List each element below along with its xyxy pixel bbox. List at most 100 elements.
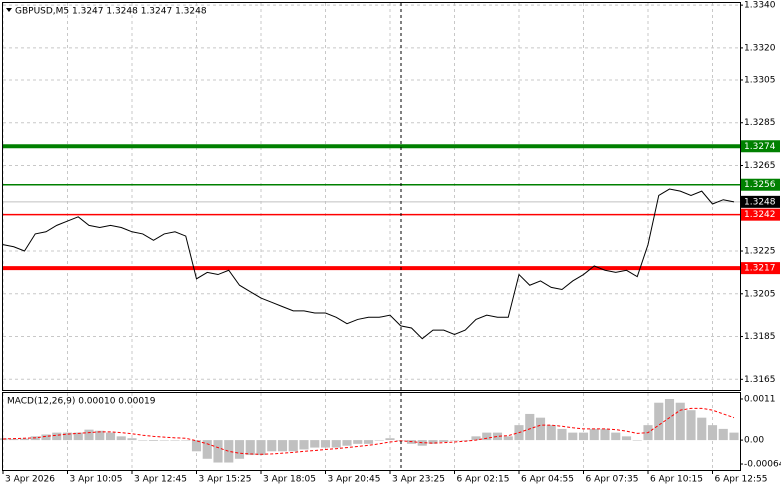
macd-bar (632, 440, 642, 441)
x-tick-label: 3 Apr 20:45 (328, 475, 381, 485)
macd-bar (492, 432, 503, 441)
macd-bar (729, 432, 739, 441)
macd-bar (256, 440, 266, 456)
macd-bar (546, 425, 556, 441)
macd-bar (148, 440, 159, 441)
macd-bar (449, 440, 460, 441)
x-tick-label: 3 Apr 12:45 (134, 475, 187, 485)
level-label: 1.3256 (744, 180, 776, 190)
macd-bar (245, 440, 255, 456)
macd-bar (234, 440, 245, 459)
macd-bar (600, 428, 610, 441)
macd-bar (707, 425, 718, 441)
main-frame (2, 2, 741, 391)
price-line (2, 188, 735, 340)
macd-bar (686, 410, 696, 441)
macd-frame (2, 392, 741, 471)
macd-bar (374, 440, 384, 441)
macd-bar (191, 440, 202, 452)
y-tick-label: 1.3320 (744, 43, 776, 53)
macd-bar (267, 440, 277, 452)
macd-bar (385, 438, 395, 441)
macd-bar (224, 440, 234, 463)
macd-bar (589, 428, 599, 441)
x-tick-label: 6 Apr 07:35 (586, 475, 639, 485)
macd-bar (718, 428, 728, 441)
macd-bar (127, 438, 137, 441)
macd-bar (503, 436, 513, 441)
y-tick-label: 1.3225 (744, 247, 776, 257)
macd-bar (73, 432, 83, 441)
macd-bar (621, 436, 632, 441)
x-tick-label: 3 Apr 2026 (5, 475, 55, 485)
macd-bar (19, 438, 30, 441)
macd-bar (331, 440, 341, 448)
macd-bar (9, 438, 19, 441)
macd-bar (288, 440, 298, 452)
y-tick-label: -0.00064 (744, 460, 781, 470)
macd-bar (138, 440, 148, 441)
macd-bar (568, 432, 578, 441)
level-label: 1.3217 (744, 264, 776, 274)
macd-bar (52, 432, 62, 441)
mark-layer (0, 188, 739, 463)
x-tick-label: 6 Apr 10:15 (650, 475, 703, 485)
macd-bar (310, 440, 320, 448)
macd-bar (353, 440, 363, 444)
macd-bar (363, 440, 374, 444)
macd-bar (482, 432, 492, 441)
level-label: 1.3274 (744, 142, 776, 152)
macd-bar (202, 440, 212, 459)
macd-bar (557, 428, 567, 441)
last-price-box (741, 195, 780, 208)
macd-bar (299, 440, 309, 450)
x-tick-label: 6 Apr 04:55 (521, 475, 574, 485)
y-tick-label: 1.3265 (744, 161, 776, 171)
macd-bar (439, 440, 449, 442)
x-tick-label: 6 Apr 02:15 (457, 475, 510, 485)
y-tick-label: 1.3285 (744, 118, 776, 128)
macd-bar (428, 440, 438, 444)
macd-bar (41, 434, 51, 441)
macd-bar (525, 413, 535, 441)
x-tick-label: 3 Apr 23:25 (392, 475, 445, 485)
macd-bar (116, 436, 126, 441)
macd-bar (213, 440, 223, 463)
macd-bar (460, 440, 470, 441)
macd-bar (277, 440, 288, 452)
x-tick-label: 3 Apr 10:05 (70, 475, 123, 485)
macd-bar (95, 430, 105, 441)
macd-bar (84, 429, 94, 441)
y-tick-label: 1.3165 (744, 375, 776, 385)
level-label: 1.3242 (744, 210, 776, 220)
last-price-label: 1.3248 (744, 197, 776, 207)
macd-bar (159, 440, 169, 441)
macd-bar (664, 398, 675, 441)
macd-bar (471, 436, 481, 441)
macd-bar (675, 402, 685, 441)
y-tick-label: 1.3305 (744, 75, 776, 85)
menu-icon (6, 8, 12, 12)
x-tick-label: 3 Apr 15:25 (199, 475, 252, 485)
signal-line (2, 407, 735, 455)
chart-title: GBPUSD,M5 1.3247 1.3248 1.3247 1.3248 (15, 7, 207, 17)
level-label-box (741, 262, 780, 275)
macd-bar (535, 417, 546, 441)
x-tick-label: 3 Apr 18:05 (263, 475, 316, 485)
macd-bar (578, 432, 589, 441)
macd-bar (654, 402, 664, 441)
macd-bar (697, 417, 707, 441)
macd-title: MACD(12,26,9) 0.00010 0.00019 (7, 397, 156, 407)
macd-bar (170, 440, 180, 441)
level-label-box (741, 178, 780, 191)
macd-bar (611, 432, 621, 441)
y-tick-label: 1.3185 (744, 332, 776, 342)
y-tick-label: 1.3205 (744, 289, 776, 299)
level-label-box (741, 140, 780, 153)
level-label-box (741, 208, 780, 221)
macd-bar (342, 440, 352, 446)
macd-bar (181, 440, 191, 441)
